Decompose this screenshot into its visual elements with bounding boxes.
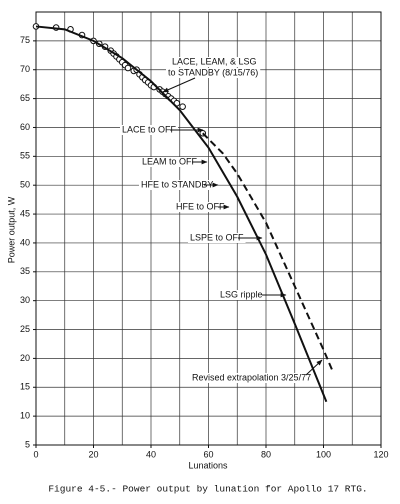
annotation-arrow (162, 77, 196, 93)
y-tick-label: 70 (20, 64, 30, 74)
x-tick-label: 80 (261, 449, 271, 459)
y-tick-label: 25 (20, 324, 30, 334)
y-tick-label: 45 (20, 208, 30, 218)
annotation-bg (166, 68, 261, 78)
x-tick-label: 100 (316, 449, 331, 459)
x-tick-label: 40 (146, 449, 156, 459)
annotation: HFE to STANDBY (141, 179, 213, 189)
y-tick-label: 20 (20, 353, 30, 363)
y-tick-label: 30 (20, 295, 30, 305)
annotation: Revised extrapolation 3/25/77 (192, 372, 311, 382)
annotation: HFE to OFF (176, 201, 225, 211)
x-axis-label: Lunations (188, 460, 228, 470)
x-tick-label: 0 (33, 449, 38, 459)
annotation: LACE to OFF (122, 124, 177, 134)
extrapolation-curve (202, 132, 334, 371)
annotation-bg (190, 373, 314, 383)
x-tick-label: 120 (373, 449, 388, 459)
y-tick-label: 65 (20, 93, 30, 103)
annotation-bg (139, 180, 216, 190)
annotation: to STANDBY (8/15/76) (168, 67, 258, 77)
annotation-bg (218, 290, 265, 300)
annotation: LACE, LEAM, & LSG (172, 56, 257, 66)
y-tick-label: 15 (20, 382, 30, 392)
x-tick-label: 20 (88, 449, 98, 459)
annotation-bg (174, 202, 227, 212)
y-tick-label: 75 (20, 35, 30, 45)
y-tick-label: 40 (20, 237, 30, 247)
annotation-bg (120, 125, 179, 135)
annotation: LEAM to OFF (142, 156, 198, 166)
caption: Figure 4-5.- Power output by lunation fo… (48, 484, 367, 495)
annotation-bg (140, 157, 200, 167)
annotation: LSPE to OFF (190, 232, 244, 242)
annotation-arrow (305, 359, 323, 376)
y-tick-label: 55 (20, 151, 30, 161)
annotation-bg (188, 233, 246, 243)
y-tick-label: 5 (25, 439, 30, 449)
y-tick-label: 50 (20, 180, 30, 190)
data-point (179, 103, 186, 110)
data-point (124, 64, 132, 72)
annotation: LSG ripple (220, 289, 263, 299)
x-tick-label: 60 (203, 449, 213, 459)
annotation-bg (170, 57, 259, 67)
power-curve (35, 25, 328, 403)
y-tick-label: 35 (20, 266, 30, 276)
y-tick-label: 10 (20, 411, 30, 421)
y-tick-label: 60 (20, 122, 30, 132)
y-axis-label: Power output, W (6, 196, 16, 263)
